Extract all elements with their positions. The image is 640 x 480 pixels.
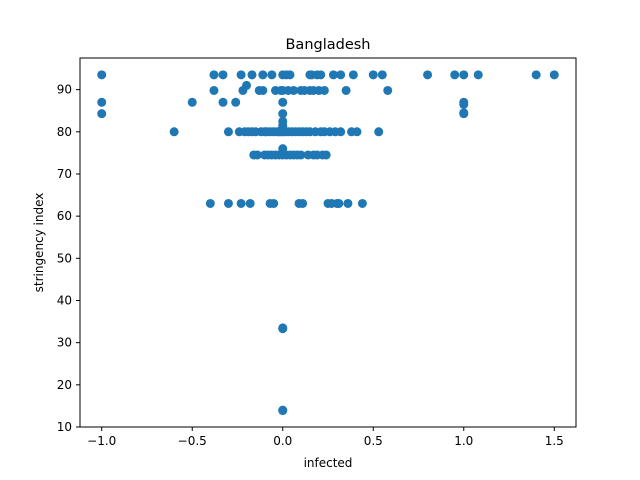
scatter-point <box>187 97 197 107</box>
x-axis-title: infected <box>304 456 353 470</box>
scatter-point <box>296 150 306 160</box>
scatter-point <box>242 80 252 90</box>
scatter-point <box>209 85 219 95</box>
scatter-point <box>269 198 279 208</box>
x-tick-label: −0.5 <box>178 434 207 448</box>
scatter-point <box>368 70 378 80</box>
x-axis-ticks: −1.0 −0.5 0.0 0.5 1.0 1.5 <box>87 427 564 448</box>
scatter-point <box>348 70 358 80</box>
scatter-point <box>450 70 460 80</box>
x-tick-label: −1.0 <box>87 434 116 448</box>
scatter-point <box>316 70 326 80</box>
y-tick-label: 70 <box>57 167 72 181</box>
scatter-point <box>328 70 338 80</box>
scatter-point <box>247 70 257 80</box>
scatter-point <box>258 70 268 80</box>
plot-frame <box>79 57 577 428</box>
scatter-point <box>549 70 559 80</box>
scatter-point <box>97 109 107 119</box>
scatter-point <box>245 198 255 208</box>
scatter-point <box>321 150 331 160</box>
scatter-point <box>459 109 469 119</box>
scatter-point <box>423 70 433 80</box>
scatter-point <box>289 85 299 95</box>
scatter-point <box>334 198 344 208</box>
scatter-point <box>205 198 215 208</box>
scatter-point <box>267 70 277 80</box>
scatter-point <box>278 109 288 119</box>
y-axis-title: stringency index <box>32 193 46 293</box>
scatter-point <box>231 97 241 107</box>
scatter-point <box>343 198 353 208</box>
scatter-point <box>459 99 469 109</box>
y-tick-label: 40 <box>57 293 72 307</box>
scatter-point <box>278 97 288 107</box>
scatter-point <box>285 70 295 80</box>
y-tick-label: 50 <box>57 251 72 265</box>
scatter-point <box>258 85 268 95</box>
scatter-point <box>473 70 483 80</box>
y-tick-label: 20 <box>57 378 72 392</box>
scatter-point <box>223 127 233 137</box>
scatter-point <box>298 198 308 208</box>
scatter-point <box>459 70 469 80</box>
data-points <box>97 70 559 416</box>
scatter-point <box>218 70 228 80</box>
y-tick-label: 30 <box>57 336 72 350</box>
scatter-point <box>236 198 246 208</box>
scatter-point <box>278 406 288 416</box>
y-tick-label: 60 <box>57 209 72 223</box>
scatter-point <box>357 198 367 208</box>
y-tick-label: 80 <box>57 125 72 139</box>
y-axis-ticks: 10 20 30 40 50 60 70 80 90 <box>57 83 80 434</box>
y-tick-label: 10 <box>57 420 72 434</box>
scatter-point <box>336 70 346 80</box>
scatter-point <box>278 324 288 334</box>
y-tick-label: 90 <box>57 83 72 97</box>
scatter-point <box>531 70 541 80</box>
scatter-point <box>352 127 362 137</box>
scatter-point <box>169 127 179 137</box>
scatter-point <box>97 97 107 107</box>
scatter-point <box>236 70 246 80</box>
scatter-point <box>209 70 219 80</box>
x-tick-label: 0.0 <box>273 434 292 448</box>
chart-title: Bangladesh <box>285 37 370 53</box>
scatter-point <box>374 127 384 137</box>
scatter-point <box>319 85 329 95</box>
scatter-point <box>218 97 228 107</box>
scatter-point <box>336 127 346 137</box>
scatter-point <box>383 85 393 95</box>
x-tick-label: 0.5 <box>364 434 383 448</box>
scatter-point <box>252 150 262 160</box>
scatter-point <box>97 70 107 80</box>
x-tick-label: 1.0 <box>454 434 473 448</box>
scatter-point <box>341 85 351 95</box>
x-tick-label: 1.5 <box>545 434 564 448</box>
scatter-point <box>377 70 387 80</box>
scatter-point <box>223 198 233 208</box>
